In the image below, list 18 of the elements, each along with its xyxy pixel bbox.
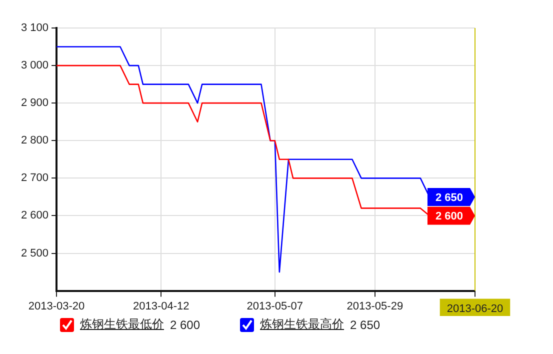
y-tick-label: 2 900 <box>20 97 49 110</box>
x-tick-label: 2013-05-07 <box>246 300 303 312</box>
y-tick-label: 2 700 <box>20 172 49 184</box>
legend-label: 炼钢生铁最高价 <box>260 316 344 333</box>
text: 2 600 <box>170 318 200 332</box>
x-tick-label: 2013-03-20 <box>28 300 85 312</box>
x-tick-label: 2013-05-29 <box>346 300 404 312</box>
y-tick-label: 2 500 <box>20 247 49 260</box>
y-tick-label: 2 600 <box>20 210 49 222</box>
y-tick-label: 2 800 <box>20 134 49 147</box>
data-label: 2 600 <box>435 210 463 223</box>
data-label: 2 650 <box>435 192 463 204</box>
text: 2 650 <box>350 318 380 332</box>
y-tick-label: 3 100 <box>20 22 49 34</box>
x-tick-label: 2013-04-12 <box>133 300 190 312</box>
legend-label: 炼钢生铁最低价 <box>80 316 164 333</box>
y-tick-label: 3 000 <box>20 60 49 72</box>
x-tick-label: 2013-06-20 <box>446 302 504 315</box>
